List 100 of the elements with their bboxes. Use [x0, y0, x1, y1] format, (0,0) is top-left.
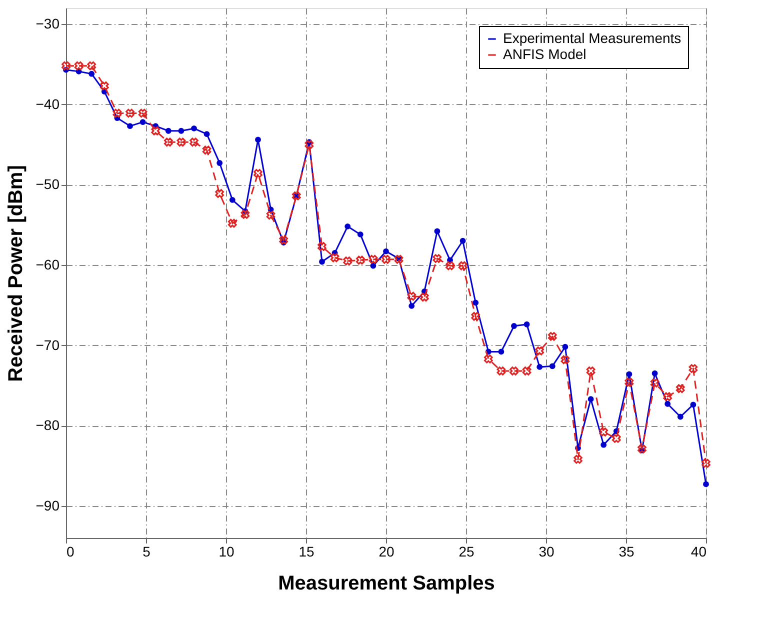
- point: [368, 254, 378, 264]
- x-tick-label: 30: [538, 544, 554, 560]
- point: [126, 108, 134, 118]
- y-tick-label: −30: [36, 16, 60, 32]
- point: [140, 119, 146, 125]
- point: [87, 61, 96, 70]
- point: [407, 292, 416, 301]
- point: [522, 366, 532, 376]
- point: [574, 454, 582, 464]
- point: [599, 428, 608, 436]
- x-tick-label: 40: [690, 544, 707, 560]
- point: [343, 256, 352, 266]
- point: [254, 169, 262, 178]
- point: [62, 61, 70, 70]
- point: [266, 210, 276, 220]
- point: [330, 253, 340, 262]
- point: [484, 354, 493, 364]
- point: [176, 138, 186, 147]
- point: [549, 363, 556, 370]
- point: [600, 442, 607, 448]
- point: [664, 400, 671, 407]
- point: [703, 481, 709, 488]
- point: [677, 414, 684, 420]
- point: [688, 364, 698, 373]
- point: [498, 348, 504, 355]
- point: [319, 258, 325, 265]
- point: [496, 366, 506, 376]
- point: [588, 396, 594, 402]
- point: [524, 321, 530, 328]
- point: [382, 254, 390, 264]
- point: [344, 223, 351, 230]
- x-tick-label: 25: [458, 544, 474, 560]
- y-tick-label: −60: [36, 256, 60, 272]
- point: [190, 138, 198, 147]
- point: [356, 256, 365, 265]
- x-tick-label: 0: [66, 544, 74, 560]
- point: [216, 160, 223, 166]
- point: [165, 128, 172, 134]
- point: [138, 108, 148, 118]
- point: [460, 238, 466, 244]
- point: [383, 248, 389, 254]
- y-tick-label: −70: [36, 336, 60, 353]
- point: [548, 332, 557, 341]
- point: [626, 371, 632, 378]
- point: [535, 346, 544, 356]
- point: [458, 261, 468, 270]
- legend-label: ANFIS Model: [503, 46, 586, 62]
- point: [612, 434, 621, 443]
- y-tick-label: −50: [36, 176, 60, 192]
- point: [370, 262, 376, 269]
- point: [202, 146, 212, 155]
- point: [432, 254, 442, 263]
- point: [178, 128, 184, 134]
- point: [420, 292, 429, 302]
- point: [408, 302, 415, 309]
- point: [676, 384, 685, 394]
- point: [279, 236, 288, 244]
- point: [215, 189, 224, 198]
- x-tick-label: 10: [218, 544, 234, 560]
- point: [586, 366, 596, 376]
- point: [472, 300, 479, 306]
- y-tick-label: −90: [36, 497, 60, 514]
- point: [304, 140, 314, 149]
- x-tick-label: 5: [142, 544, 151, 560]
- point: [471, 312, 480, 321]
- x-tick-label: 35: [618, 544, 634, 560]
- point: [151, 126, 160, 136]
- point: [663, 392, 672, 402]
- point: [511, 323, 517, 329]
- point: [255, 136, 261, 143]
- point: [562, 344, 568, 350]
- point: [394, 254, 404, 264]
- point: [638, 444, 646, 454]
- y-axis-title: Received Power [dBm]: [4, 165, 27, 382]
- point: [112, 108, 122, 118]
- point: [88, 70, 95, 77]
- x-tick-label: 15: [298, 544, 314, 560]
- point: [228, 218, 237, 228]
- point: [652, 370, 658, 376]
- point: [446, 261, 454, 270]
- point: [357, 232, 364, 238]
- x-axis-title: Measurement Samples: [278, 572, 495, 594]
- point: [624, 378, 634, 387]
- point: [650, 378, 660, 388]
- legend-label: Experimental Measurements: [503, 30, 682, 46]
- point: [74, 61, 84, 70]
- y-tick-label: −40: [36, 96, 60, 112]
- point: [510, 366, 518, 376]
- x-tick-label: 20: [378, 544, 394, 560]
- point: [560, 355, 570, 364]
- point: [690, 402, 696, 408]
- point: [434, 228, 440, 234]
- y-tick-label: −80: [36, 417, 60, 434]
- point: [318, 242, 326, 251]
- point: [240, 210, 250, 219]
- point: [204, 131, 210, 138]
- point: [127, 123, 133, 129]
- point: [191, 126, 197, 132]
- point: [164, 138, 173, 147]
- point: [229, 196, 236, 203]
